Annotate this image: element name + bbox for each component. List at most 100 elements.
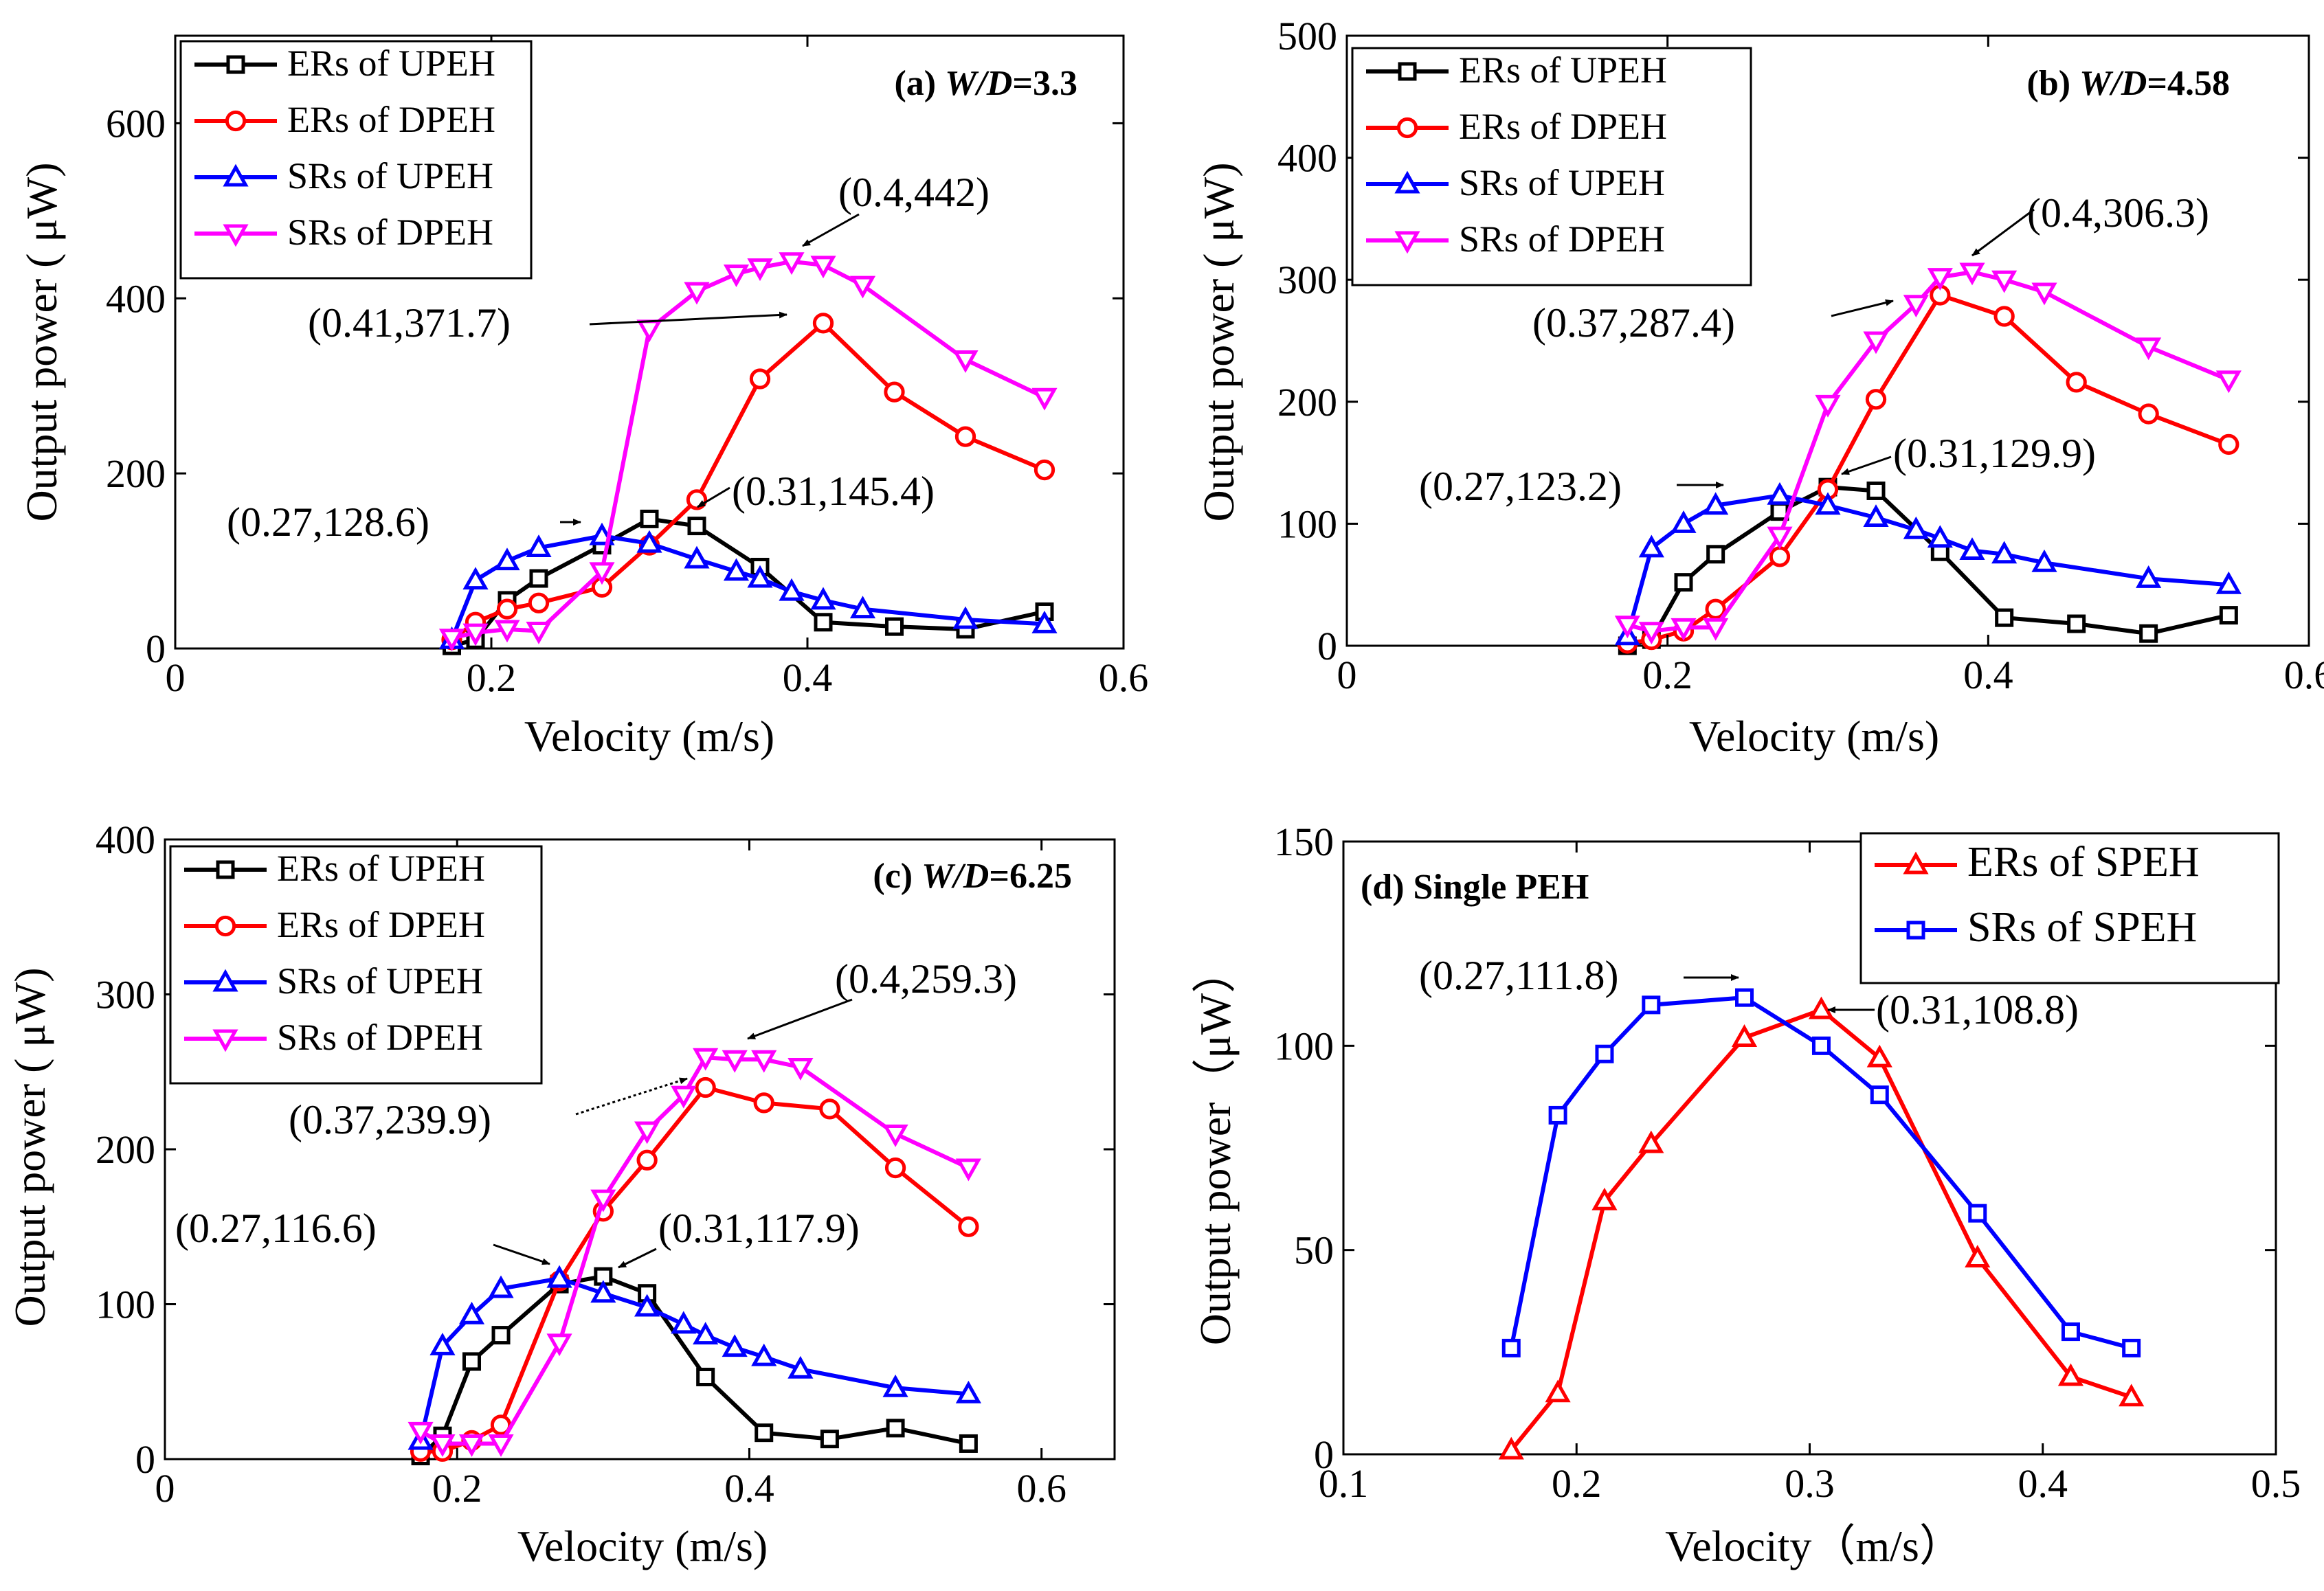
- y-axis-label: Output power（μW）: [1191, 949, 1240, 1345]
- data-point: [952, 350, 979, 373]
- annotation-peak-ers-dpeh: (0.37,287.4): [1532, 300, 1735, 346]
- series-marks: [438, 252, 1058, 655]
- annotation-peak-ers-speh: (0.31,108.8): [1876, 987, 2079, 1033]
- y-axis-label: Output power ( μW): [17, 162, 66, 521]
- data-point: [494, 548, 520, 571]
- data-point: [958, 1216, 979, 1237]
- data-point: [494, 620, 520, 643]
- data-point: [1703, 492, 1729, 515]
- data-point: [1731, 1024, 1758, 1047]
- data-point: [1808, 996, 1835, 1019]
- data-point: [747, 565, 773, 588]
- x-tick-label: 0.3: [1785, 1461, 1835, 1506]
- data-point: [488, 1434, 514, 1457]
- data-point: [2122, 1338, 2141, 1357]
- data-point: [2138, 403, 2159, 425]
- y-tick-label: 200: [106, 451, 166, 496]
- y-tick-label: 50: [1294, 1228, 1334, 1273]
- data-point: [491, 1326, 511, 1345]
- data-point: [884, 1157, 906, 1179]
- y-tick-label: 300: [96, 973, 155, 1017]
- data-point: [438, 629, 465, 652]
- x-tick-label: 0.4: [1963, 653, 2013, 697]
- data-point: [1767, 526, 1793, 550]
- y-tick-label: 500: [1277, 14, 1337, 58]
- data-point: [2215, 370, 2242, 394]
- data-point: [886, 1419, 905, 1438]
- y-tick-label: 0: [1317, 624, 1337, 668]
- legend-swatch-marker: [1396, 117, 1418, 139]
- data-point: [722, 1050, 748, 1073]
- x-tick-label: 0.1: [1319, 1461, 1369, 1506]
- x-tick-label: 0.2: [467, 655, 517, 700]
- data-point: [1501, 1338, 1521, 1357]
- y-tick-label: 100: [1274, 1024, 1334, 1068]
- data-point: [959, 1434, 978, 1453]
- data-point: [696, 1367, 715, 1386]
- data-point: [1995, 608, 2014, 627]
- data-point: [1927, 525, 1953, 548]
- annotation-peak-ers-upeh: (0.31,129.9): [1893, 431, 2096, 476]
- data-point: [529, 569, 548, 588]
- legend-swatch-marker: [1394, 231, 1420, 254]
- data-point: [1638, 1130, 1664, 1153]
- data-point: [458, 1301, 485, 1324]
- data-point: [723, 264, 750, 287]
- legend-label: SRs of DPEH: [1459, 218, 1665, 260]
- data-point: [753, 1092, 774, 1114]
- data-point: [751, 1050, 777, 1073]
- legend-items: ERs of UPEH ERs of DPEH SRs of UPEH SRs of …: [1366, 49, 1667, 260]
- data-point: [1638, 534, 1664, 558]
- data-point: [885, 617, 904, 636]
- panel-title: (d) Single PEH: [1361, 868, 1589, 907]
- x-tick-label: 0.6: [2284, 653, 2324, 697]
- annotation-arrow: [618, 1248, 657, 1269]
- data-point: [526, 622, 552, 644]
- y-tick-label: 400: [96, 817, 155, 862]
- annotation-peak-srs-dpeh: (0.4,306.3): [2027, 190, 2209, 236]
- data-point: [526, 534, 552, 557]
- data-point: [1965, 1245, 1991, 1268]
- data-point: [590, 1280, 616, 1303]
- data-point: [1769, 546, 1791, 567]
- data-point: [814, 613, 833, 632]
- data-point: [820, 1430, 839, 1449]
- annotation-peak-ers-upeh: (0.31,145.4): [732, 469, 935, 514]
- legend: ERs of UPEH ERs of DPEH SRs of UPEH SRs of …: [1351, 47, 1752, 286]
- legend-label: ERs of DPEH: [1459, 106, 1667, 147]
- data-point: [634, 1121, 660, 1144]
- y-tick-label: 0: [135, 1437, 155, 1482]
- y-tick-label: 400: [106, 276, 166, 321]
- legend-items: ERs of UPEH ERs of DPEH SRs of UPEH SRs of …: [184, 848, 485, 1058]
- series-marks: [1614, 262, 2242, 655]
- x-tick-label: 0.2: [432, 1466, 482, 1511]
- data-point: [671, 1085, 697, 1109]
- legend-items: ERs of UPEH ERs of DPEH SRs of UPEH SRs of …: [194, 43, 495, 253]
- series-line: [419, 1274, 970, 1458]
- data-point: [1866, 1044, 1892, 1068]
- annotation-arrow: [697, 486, 730, 508]
- legend-label: SRs of UPEH: [1459, 162, 1665, 203]
- y-axis-label: Output power ( μW): [5, 967, 54, 1327]
- data-point: [1959, 262, 1985, 286]
- legend-label: ERs of SPEH: [1967, 839, 2200, 885]
- annotation-peak-srs-upeh: (0.27,128.6): [227, 499, 429, 545]
- data-point: [671, 1311, 697, 1334]
- legend-label: SRs of UPEH: [277, 960, 483, 1002]
- data-point: [1991, 270, 2018, 293]
- data-point: [1815, 394, 1841, 418]
- legend-swatch-marker: [214, 915, 236, 937]
- y-tick-label: 0: [146, 627, 166, 671]
- legend-label: SRs of SPEH: [1967, 904, 2197, 951]
- data-point: [2139, 624, 2158, 643]
- x-tick-label: 0.4: [724, 1466, 774, 1511]
- data-point: [462, 567, 489, 590]
- data-point: [1959, 537, 1985, 560]
- data-point: [589, 562, 615, 585]
- data-point: [1595, 1044, 1614, 1063]
- data-point: [1870, 1085, 1889, 1105]
- data-point: [429, 1333, 456, 1355]
- data-point: [812, 313, 834, 334]
- data-point: [2067, 614, 2086, 633]
